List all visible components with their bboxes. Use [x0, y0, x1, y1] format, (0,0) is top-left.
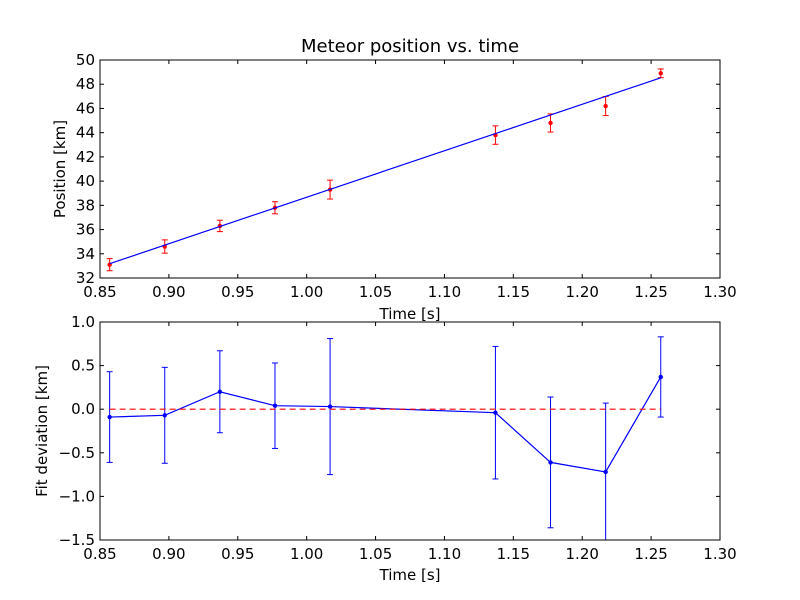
bottom-axes-frame	[99, 321, 721, 541]
bottom-subplot: 0.85 0.90 0.95 1.00 1.05 1.10 1.15 1.20 1.25 1.30…	[33, 313, 737, 584]
bottom-y-tick-label: −1.0	[59, 487, 95, 505]
top-y-tick-label: 40	[76, 172, 95, 190]
top-y-tick-label: 44	[76, 124, 95, 142]
top-y-tick-label: 46	[76, 99, 95, 117]
top-x-tick-label: 1.30	[703, 283, 736, 301]
top-data-point	[548, 120, 553, 126]
top-x-tick-label: 1.20	[566, 283, 599, 301]
bottom-x-tick-label: 1.20	[566, 545, 599, 563]
bottom-x-tick-label: 1.30	[703, 545, 736, 563]
top-ticks: 0.85 0.90 0.95 1.00 1.05 1.10 1.15 1.20 1.25 1.30…	[76, 51, 737, 301]
bottom-ticks: 0.85 0.90 0.95 1.00 1.05 1.10 1.15 1.20 1.25 1.30…	[59, 313, 737, 563]
top-y-tick-label: 32	[76, 269, 95, 287]
top-y-tick-label: 48	[76, 75, 95, 93]
bottom-x-tick-label: 1.25	[634, 545, 667, 563]
bottom-plot-marks	[106, 336, 664, 540]
top-x-tick-label: 0.95	[221, 283, 254, 301]
top-data-layer	[106, 68, 664, 272]
top-y-tick-label: 50	[76, 51, 95, 69]
top-x-tick-label: 1.10	[428, 283, 461, 301]
bottom-x-axis-label: Time [s]	[379, 566, 441, 584]
top-x-tick-label: 1.25	[634, 283, 667, 301]
top-x-tick-label: 0.85	[83, 283, 116, 301]
top-y-axis-label: Position [km]	[51, 120, 69, 218]
top-y-tick-label: 36	[76, 221, 95, 239]
bottom-y-tick-label: −1.5	[59, 531, 95, 549]
bottom-data-point	[493, 410, 498, 415]
bottom-data-point	[548, 460, 553, 465]
top-plot-marks	[106, 68, 664, 272]
bottom-data-point	[162, 413, 167, 418]
top-y-tick-label: 38	[76, 196, 95, 214]
top-x-tick-label: 1.00	[290, 283, 323, 301]
top-axes-frame	[99, 59, 721, 279]
bottom-data-point	[603, 469, 608, 475]
bottom-x-tick-label: 0.95	[221, 545, 254, 563]
top-subplot: Meteor position vs. time 0.85 0.90 0.95 1.0…	[51, 36, 737, 323]
bottom-data-point	[272, 403, 278, 408]
bottom-x-tick-label: 0.85	[83, 545, 116, 563]
bottom-y-tick-label: 0.0	[71, 400, 95, 418]
top-y-tick-label: 34	[76, 245, 95, 263]
bottom-x-tick-label: 1.00	[290, 545, 323, 563]
bottom-data-layer	[106, 336, 664, 540]
bottom-x-tick-label: 1.15	[497, 545, 530, 563]
bottom-data-point	[658, 374, 663, 380]
top-x-tick-label: 0.90	[152, 283, 185, 301]
top-data-point	[658, 71, 663, 76]
bottom-y-tick-label: 1.0	[71, 313, 95, 331]
top-y-tick-label: 42	[76, 148, 95, 166]
top-x-axis-label: Time [s]	[379, 305, 441, 323]
top-x-tick-label: 1.15	[497, 283, 530, 301]
bottom-data-point	[107, 414, 112, 420]
bottom-x-tick-label: 0.90	[152, 545, 185, 563]
bottom-y-tick-label: 0.5	[71, 357, 95, 375]
bottom-y-tick-label: −0.5	[59, 444, 95, 462]
top-x-tick-label: 1.05	[359, 283, 392, 301]
bottom-y-axis-label: Fit deviation [km]	[33, 365, 51, 497]
bottom-data-point	[327, 404, 333, 409]
top-data-point	[603, 103, 608, 109]
bottom-x-tick-label: 1.10	[428, 545, 461, 563]
bottom-x-tick-label: 1.05	[359, 545, 392, 563]
top-fit-line	[109, 77, 661, 265]
bottom-data-point	[217, 389, 223, 394]
top-chart-title: Meteor position vs. time	[301, 36, 519, 57]
